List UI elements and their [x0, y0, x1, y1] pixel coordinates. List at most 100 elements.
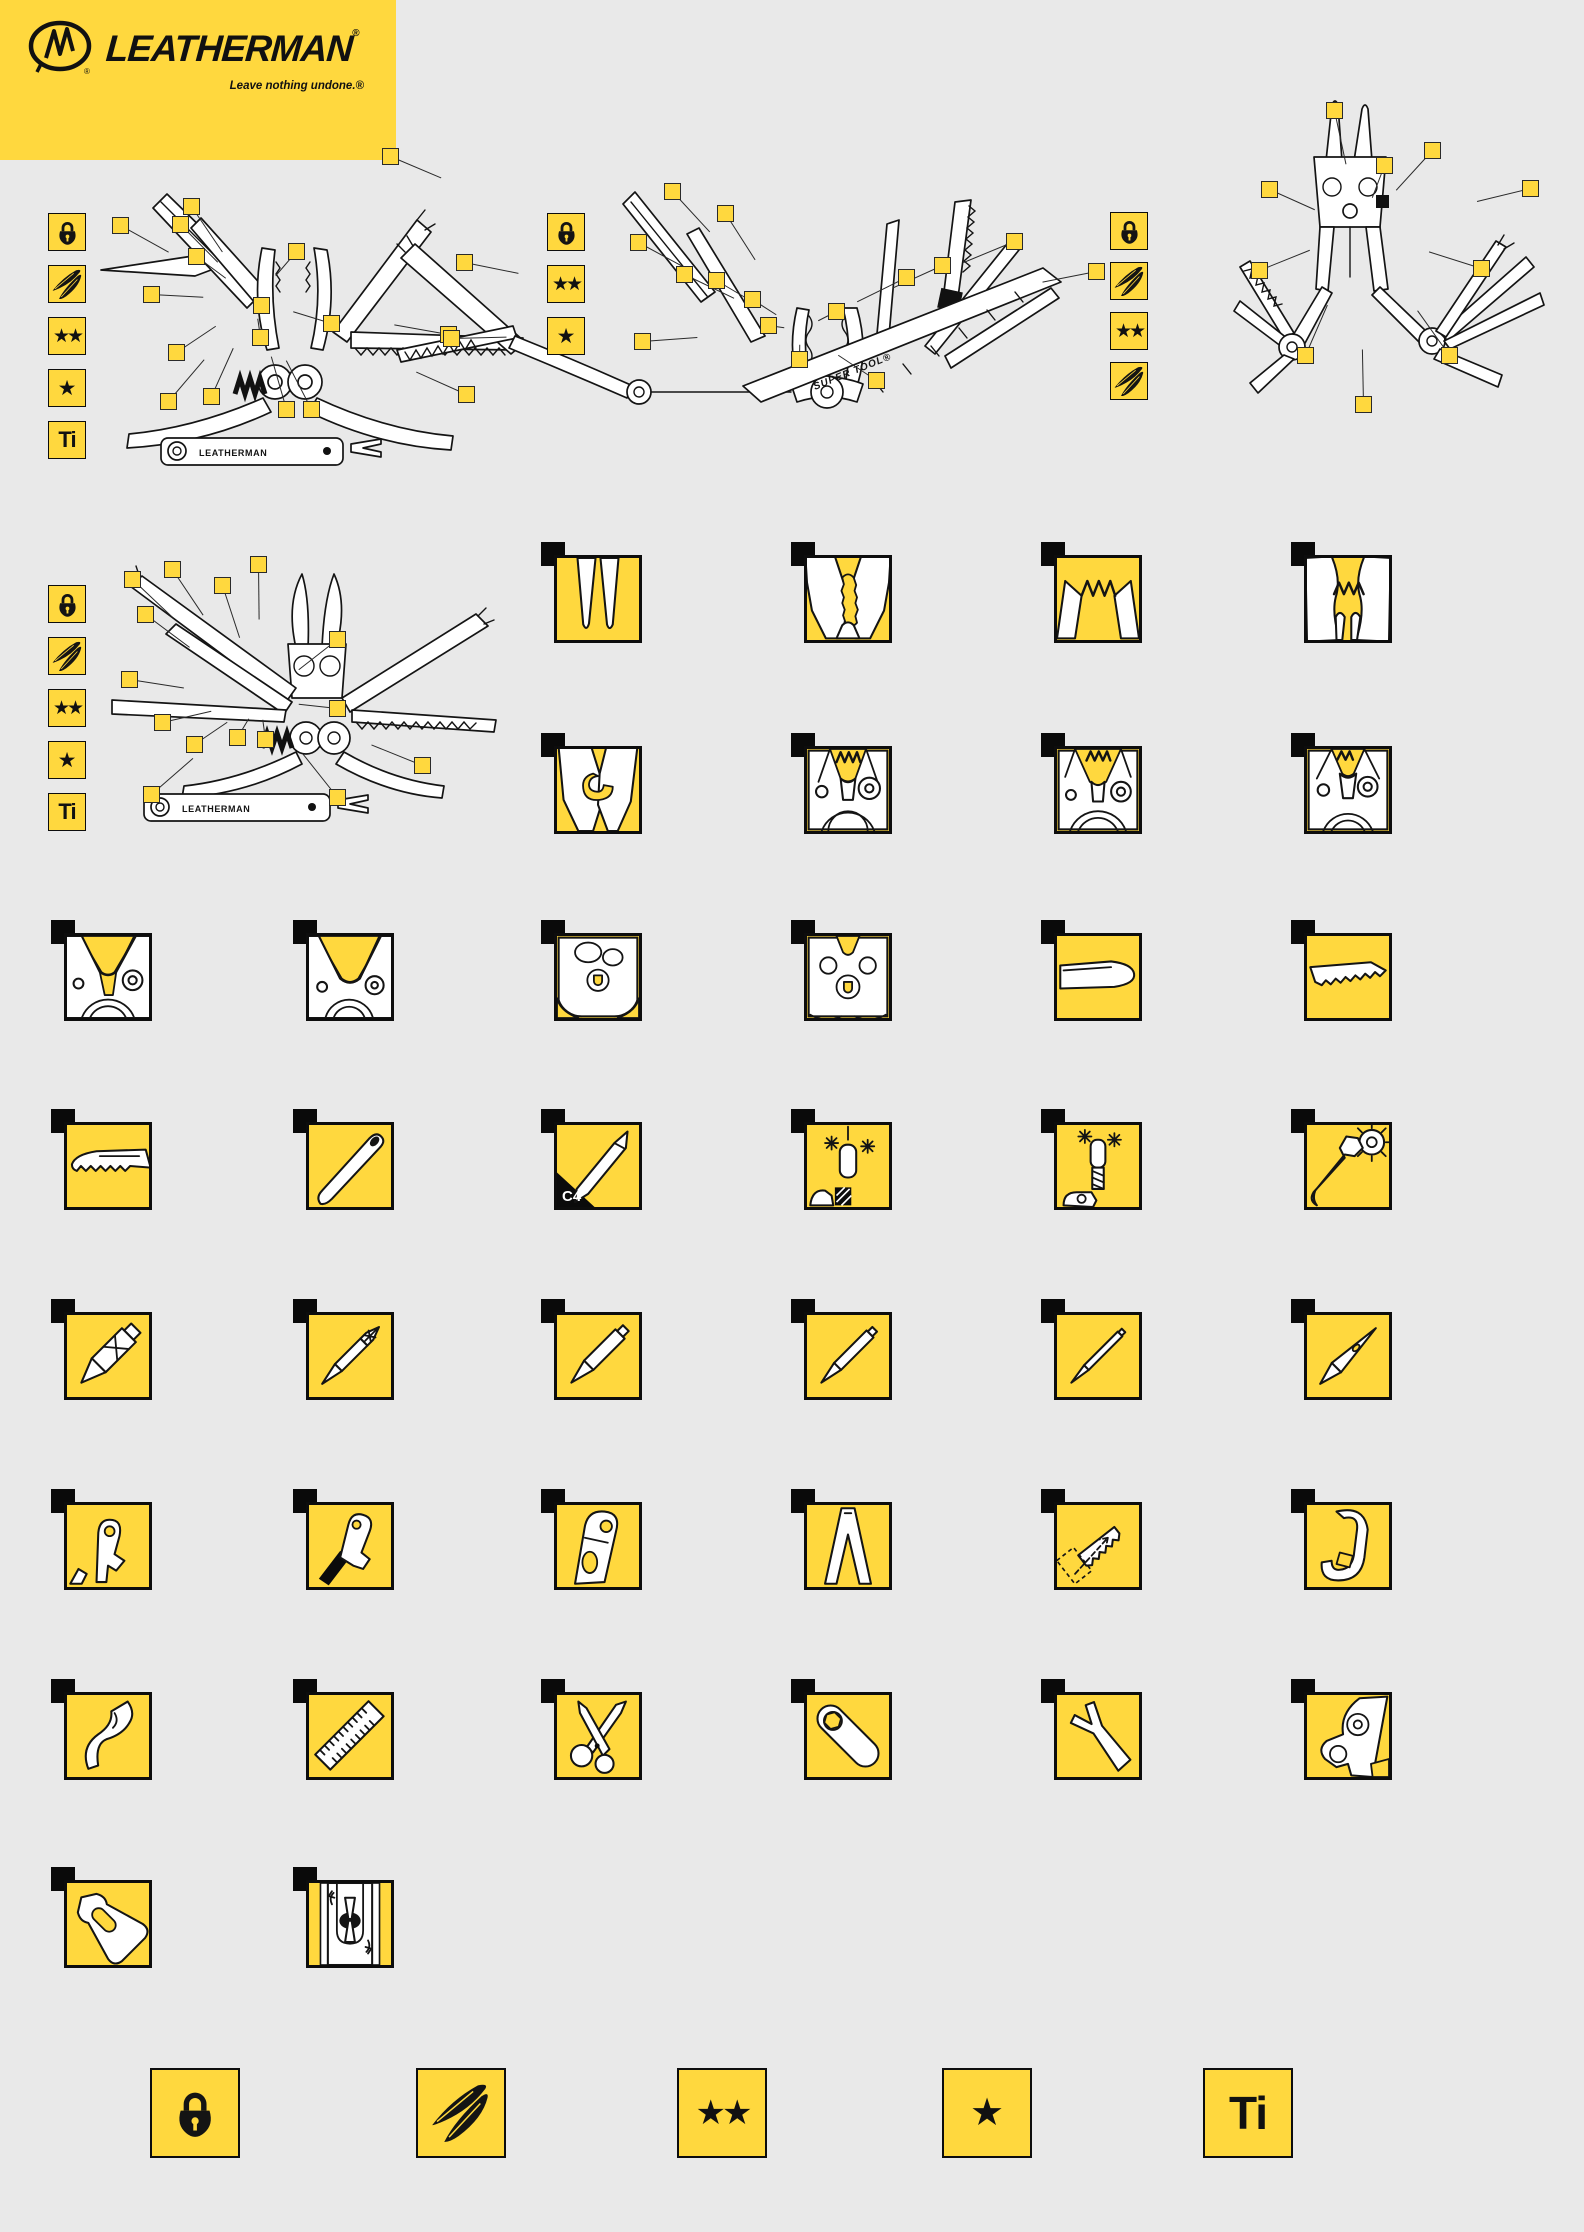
screwdriver-small-icon [820, 1325, 879, 1384]
feature-callout-marker [760, 317, 777, 334]
feature-tile-crimper-plate [554, 1502, 642, 1590]
svg-text:®: ® [84, 67, 90, 76]
feature-callout-marker [250, 556, 267, 573]
lock-badge [1110, 212, 1148, 250]
lock-badge [48, 585, 86, 623]
feature-callout-marker [1088, 263, 1105, 280]
feature-tile-knife-serrated [64, 1122, 152, 1210]
feature-callout-marker [188, 248, 205, 265]
feature-tile-wire-cutters-spring [1054, 555, 1142, 643]
feature-callout-marker [137, 606, 154, 623]
feature-tile-can-opener [64, 1502, 152, 1590]
feature-tile-screwdriver-small [804, 1312, 892, 1400]
callout-leader-line [258, 564, 260, 620]
feature-tile-bottle-opener [64, 1692, 152, 1780]
feature-tile-blasting-cap-crimper [804, 1122, 892, 1210]
callout-leader-line [464, 262, 519, 274]
feature-tile-fuse-wire-cutter [1054, 1122, 1142, 1210]
feature-tile-screwdriver-phillips [306, 1312, 394, 1400]
feature-callout-marker [458, 386, 475, 403]
callout-leader-line [270, 356, 287, 410]
lock-badge [547, 213, 585, 251]
feature-tile-electrical-crimper [804, 746, 892, 834]
wire-stripper-notch-icon [1069, 1701, 1132, 1772]
screwdriver-micro-icon [1070, 1327, 1127, 1384]
grip-channel-jaws-icon [557, 749, 639, 831]
feature-tile-grip-channel-jaws [554, 746, 642, 834]
feature-callout-marker [1006, 233, 1023, 250]
crimper-jaws-detail-icon [1057, 749, 1139, 831]
titanium-glyph: Ti [58, 427, 76, 452]
titanium-badge: Ti [48, 793, 86, 831]
two-star-glyph: ★★ [1114, 320, 1146, 342]
feature-callout-marker [1251, 262, 1268, 279]
leatherman-logo-icon: ® [28, 20, 92, 76]
feature-callout-marker [186, 736, 203, 753]
callout-leader-line [371, 744, 423, 766]
can-opener-handle-icon [318, 1513, 373, 1586]
feature-callout-marker [1376, 157, 1393, 174]
one-hand-opening-icon [1114, 266, 1143, 296]
callout-leader-line [1476, 188, 1531, 202]
feature-callout-marker [229, 729, 246, 746]
brand-header: ® LEATHERMAN® Leave nothing undone.® [0, 0, 396, 160]
hard-wire-cutters-icon [1307, 558, 1389, 640]
lock-badge [48, 213, 86, 251]
feature-tile-box-wrench [804, 1692, 892, 1780]
feature-tile-awl [1304, 1312, 1392, 1400]
feature-callout-marker [288, 243, 305, 260]
feature-callout-marker [791, 351, 808, 368]
two-star-glyph: ★★ [52, 697, 84, 719]
feature-tile-knife-plain-edge [1054, 933, 1142, 1021]
electrical-crimper-icon [807, 749, 889, 831]
feature-tile-rotating-bit-driver [306, 1880, 394, 1968]
callout-leader-line [1042, 271, 1097, 283]
replaceable-saw-icon [1057, 1525, 1121, 1586]
feature-tile-hard-wire-cutters [1304, 555, 1392, 643]
lock-icon [58, 221, 76, 245]
two-star-badge: ★★ [1110, 312, 1148, 350]
feature-callout-marker [828, 303, 845, 320]
feature-callout-marker [160, 393, 177, 410]
callout-leader-line [1428, 251, 1482, 269]
one-hand-opening-icon [432, 2084, 488, 2142]
feature-tile-tweezers [804, 1502, 892, 1590]
screwdriver-large-flat-icon [80, 1322, 142, 1384]
feature-tile-combo-wrench [64, 1880, 152, 1968]
legend-two-star-premium-icon: ★★ [677, 2068, 767, 2158]
fuse-wire-cutter-icon [1062, 1129, 1122, 1207]
feature-tile-screwdriver-micro [1054, 1312, 1142, 1400]
one-hand-opening-icon [52, 269, 81, 299]
feature-callout-marker [252, 329, 269, 346]
feature-callout-marker [414, 757, 431, 774]
brand-tagline: Leave nothing undone.® [229, 80, 364, 92]
feature-callout-marker [1261, 181, 1278, 198]
callout-leader-line [642, 336, 698, 342]
one-hand-opening-icon [1114, 366, 1143, 396]
tile-label: C4 [562, 1188, 582, 1205]
feature-callout-marker [214, 577, 231, 594]
feature-callout-marker [868, 372, 885, 389]
one-star-badge: ★ [547, 317, 585, 355]
onehand-badge [1110, 262, 1148, 300]
feature-callout-marker [112, 217, 129, 234]
feature-callout-marker [634, 333, 651, 350]
saw-icon [1309, 961, 1387, 987]
feature-callout-marker [203, 388, 220, 405]
one-hand-opening-icon [52, 641, 81, 671]
two-star-badge: ★★ [547, 265, 585, 303]
feature-callout-marker [183, 198, 200, 215]
titanium-glyph: Ti [1228, 2087, 1268, 2139]
feature-tile-awl-with-thread-eye [306, 1122, 394, 1210]
feature-callout-marker [744, 291, 761, 308]
feature-callout-marker [124, 571, 141, 588]
feature-tile-saw [1304, 933, 1392, 1021]
feature-callout-marker [143, 286, 160, 303]
feature-tile-crimper-funnel-detail [64, 933, 152, 1021]
feature-tile-ruler [306, 1692, 394, 1780]
feature-callout-marker [323, 315, 340, 332]
feature-callout-marker [1297, 347, 1314, 364]
oxygen-wrench-icon [1320, 1695, 1389, 1777]
feature-callout-marker [1473, 260, 1490, 277]
